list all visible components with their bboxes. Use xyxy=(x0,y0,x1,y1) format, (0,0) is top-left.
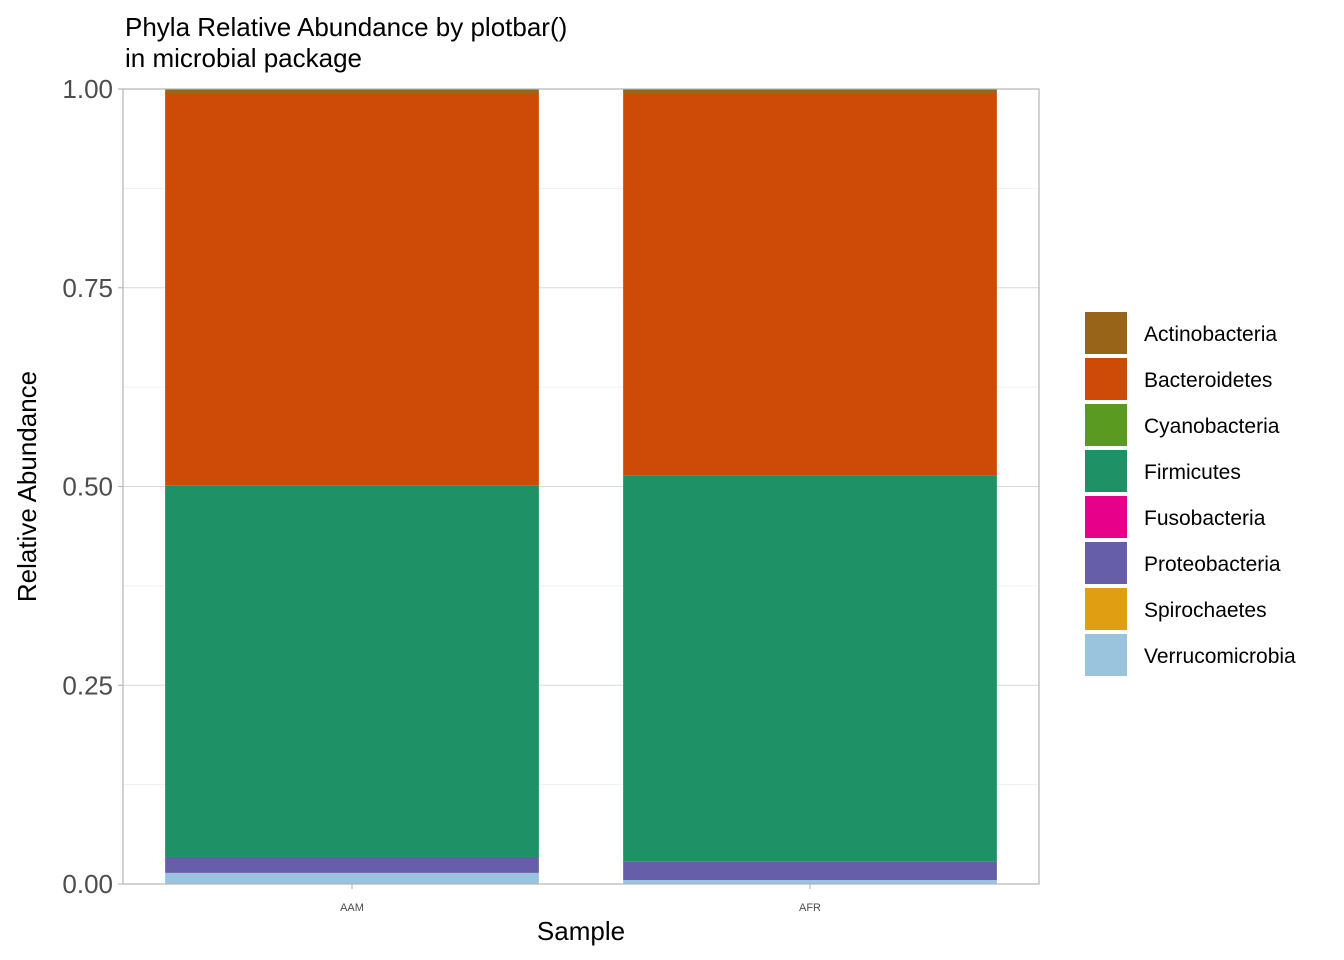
legend-label: Cyanobacteria xyxy=(1144,415,1280,438)
legend-label: Bacteroidetes xyxy=(1144,369,1272,392)
legend-key xyxy=(1085,542,1127,584)
y-axis-ticks: 0.00 0.25 0.50 0.75 1.00 xyxy=(62,74,123,899)
legend-label: Verrucomicrobia xyxy=(1144,645,1296,668)
bar-segment xyxy=(623,475,997,862)
y-tick-label: 0.00 xyxy=(62,869,113,899)
legend-label: Firmicutes xyxy=(1144,461,1241,484)
legend: Actinobacteria Bacteroidetes Cyanobacteria… xyxy=(1085,312,1296,676)
x-tick-label: AFR xyxy=(799,902,821,914)
legend-label: Spirochaetes xyxy=(1144,599,1267,622)
bar-segment xyxy=(165,92,539,486)
y-tick-label: 1.00 xyxy=(62,74,113,104)
legend-label: Actinobacteria xyxy=(1144,323,1277,346)
y-tick-label: 0.50 xyxy=(62,472,113,502)
x-axis-ticks: AAM AFR xyxy=(340,884,821,914)
bar-segment xyxy=(623,92,997,476)
chart-title: Phyla Relative Abundance by plotbar() in… xyxy=(125,12,568,73)
y-axis-title: Relative Abundance xyxy=(12,371,42,602)
legend-key xyxy=(1085,496,1127,538)
legend-key xyxy=(1085,450,1127,492)
bar-segment xyxy=(165,89,539,93)
bar-segment xyxy=(623,89,997,93)
x-axis-title: Sample xyxy=(537,916,625,946)
bars xyxy=(165,89,997,884)
legend-key xyxy=(1085,358,1127,400)
legend-key xyxy=(1085,588,1127,630)
legend-key xyxy=(1085,312,1127,354)
legend-key xyxy=(1085,634,1127,676)
bar-segment xyxy=(623,880,997,884)
bar-segment xyxy=(165,485,539,857)
y-tick-label: 0.25 xyxy=(62,670,113,700)
y-tick-label: 0.75 xyxy=(62,273,113,303)
bar-segment xyxy=(623,861,997,881)
bar-segment xyxy=(165,872,539,884)
legend-label: Fusobacteria xyxy=(1144,507,1266,530)
bar-segment xyxy=(165,856,539,873)
legend-label: Proteobacteria xyxy=(1144,553,1281,576)
legend-key xyxy=(1085,404,1127,446)
x-tick-label: AAM xyxy=(340,902,364,914)
